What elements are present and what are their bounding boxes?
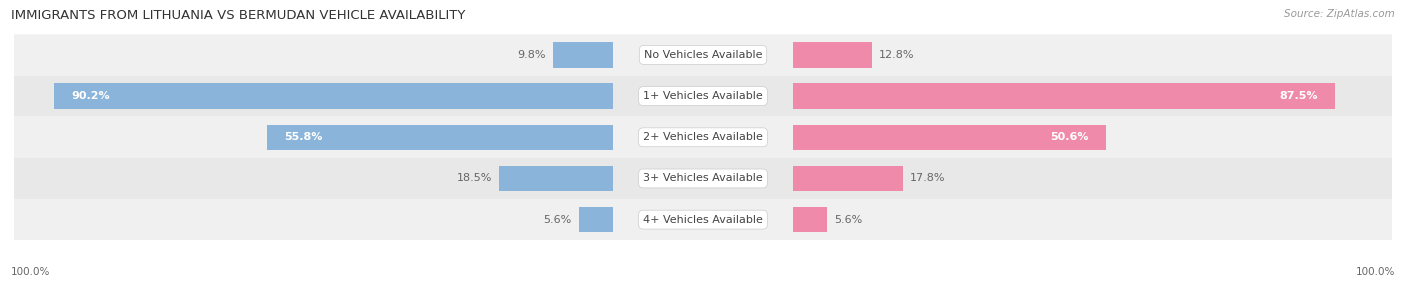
FancyBboxPatch shape	[14, 76, 1392, 117]
Bar	[553, 42, 613, 68]
Text: 4+ Vehicles Available: 4+ Vehicles Available	[643, 215, 763, 225]
Bar	[793, 207, 827, 233]
Text: 87.5%: 87.5%	[1279, 91, 1317, 101]
Bar	[499, 166, 613, 191]
Bar	[793, 124, 1107, 150]
FancyBboxPatch shape	[14, 34, 1392, 76]
Text: 12.8%: 12.8%	[879, 50, 914, 60]
Text: Source: ZipAtlas.com: Source: ZipAtlas.com	[1284, 9, 1395, 19]
FancyBboxPatch shape	[14, 199, 1392, 240]
Text: 90.2%: 90.2%	[72, 91, 110, 101]
Bar	[793, 166, 903, 191]
Text: 1+ Vehicles Available: 1+ Vehicles Available	[643, 91, 763, 101]
Text: 5.6%: 5.6%	[834, 215, 862, 225]
Bar	[267, 124, 613, 150]
Text: IMMIGRANTS FROM LITHUANIA VS BERMUDAN VEHICLE AVAILABILITY: IMMIGRANTS FROM LITHUANIA VS BERMUDAN VE…	[11, 9, 465, 21]
Bar	[55, 83, 613, 109]
Text: 3+ Vehicles Available: 3+ Vehicles Available	[643, 174, 763, 183]
Text: 2+ Vehicles Available: 2+ Vehicles Available	[643, 132, 763, 142]
Text: 100.0%: 100.0%	[1355, 267, 1395, 277]
Text: 100.0%: 100.0%	[11, 267, 51, 277]
Text: 55.8%: 55.8%	[284, 132, 323, 142]
Text: No Vehicles Available: No Vehicles Available	[644, 50, 762, 60]
Text: 50.6%: 50.6%	[1050, 132, 1090, 142]
FancyBboxPatch shape	[14, 158, 1392, 199]
FancyBboxPatch shape	[14, 117, 1392, 158]
Text: 17.8%: 17.8%	[910, 174, 945, 183]
Bar	[793, 42, 872, 68]
Bar	[793, 83, 1336, 109]
Text: 5.6%: 5.6%	[544, 215, 572, 225]
Bar	[579, 207, 613, 233]
Text: 9.8%: 9.8%	[517, 50, 546, 60]
Text: 18.5%: 18.5%	[457, 174, 492, 183]
